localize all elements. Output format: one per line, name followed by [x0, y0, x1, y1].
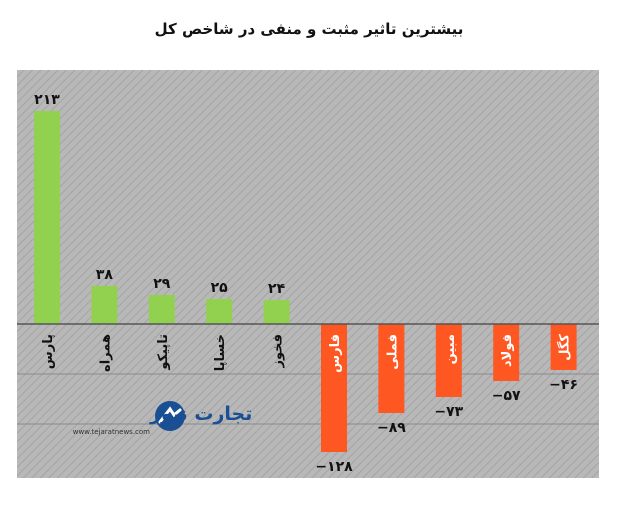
bar: [435, 324, 462, 397]
logo-icon: [155, 401, 185, 431]
logo-url: www.tejaratnews.com: [73, 428, 150, 436]
bar: [378, 324, 405, 413]
bar: [34, 111, 60, 324]
data-label: −۴۶: [549, 377, 578, 393]
category-label: فارس: [328, 334, 343, 373]
brand-logo: تجارت نیوز www.tejaratnews.com: [73, 401, 252, 436]
plot-area: [17, 70, 599, 478]
bar: [206, 299, 233, 324]
data-label: −۵۷: [492, 388, 521, 404]
category-label: کگل: [557, 334, 573, 361]
category-label: خساپا: [213, 334, 228, 371]
bar: [148, 295, 175, 324]
data-label: ۲۹: [153, 276, 171, 292]
data-label: −۱۲۸: [315, 459, 353, 475]
category-label: همراه: [98, 334, 113, 372]
bar: [493, 324, 520, 381]
category-label: فملی: [385, 334, 400, 370]
bar: [321, 324, 347, 452]
category-label: تاپیکو: [156, 334, 171, 371]
category-label: پارس: [41, 334, 56, 369]
bar: [550, 324, 577, 370]
bar: [91, 286, 118, 324]
category-label: مبین: [443, 334, 458, 364]
category-label: فولاد: [500, 334, 515, 367]
bar: [263, 300, 290, 324]
data-label: ۲۵: [211, 280, 229, 296]
logo-brand-name: تجارت نیوز: [149, 403, 252, 425]
data-label: ۲۱۳: [34, 92, 60, 108]
category-label: فخوز: [271, 334, 286, 369]
data-label: −۸۹: [377, 420, 406, 436]
data-label: ۲۴: [268, 281, 286, 297]
data-label: ۳۸: [96, 267, 114, 283]
data-label: −۷۳: [434, 404, 463, 420]
chart-title: بیشترین تاثیر مثبت و منفی در شاخص کل: [154, 20, 464, 38]
